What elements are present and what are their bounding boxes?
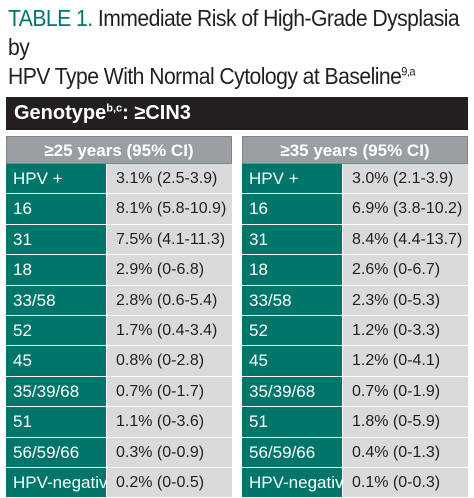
risk-value-cell: 3.0% (2.1-3.9) xyxy=(343,164,468,194)
table-row: 35/39/68 0.7% (0-1.7) xyxy=(6,376,232,408)
hpv-type-cell: HPV-negative xyxy=(242,467,343,498)
table-row: 45 0.8% (0-2.8) xyxy=(6,346,232,377)
risk-value-cell: 2.9% (0-6.8) xyxy=(107,255,232,285)
table-row: 51 1.8% (0-5.9) xyxy=(242,407,468,438)
genotype-label: Genotype xyxy=(14,102,107,124)
title-text-line1: Immediate Risk of High-Grade Dysplasia b… xyxy=(8,5,460,60)
risk-value-cell: 0.4% (0-1.3) xyxy=(343,437,468,467)
hpv-type-cell: 45 xyxy=(242,346,343,376)
table-row: 16 6.9% (3.8-10.2) xyxy=(242,194,468,225)
risk-value-cell: 7.5% (4.1-11.3) xyxy=(107,224,232,255)
column-header: ≥25 years (95% CI) xyxy=(6,136,232,164)
risk-value-cell: 1.7% (0.4-3.4) xyxy=(107,315,232,346)
title-text-line2: HPV Type With Normal Cytology at Baselin… xyxy=(8,63,402,89)
hpv-type-cell: 18 xyxy=(242,255,343,285)
hpv-type-cell: 35/39/68 xyxy=(6,376,107,407)
risk-value-cell: 0.3% (0-0.9) xyxy=(107,437,232,467)
risk-value-cell: 0.1% (0-0.3) xyxy=(343,467,468,498)
table-row: 35/39/68 0.7% (0-1.9) xyxy=(242,376,468,408)
hpv-type-cell: 56/59/66 xyxy=(242,437,343,467)
risk-value-cell: 0.7% (0-1.9) xyxy=(343,376,468,407)
table-rows: HPV +3.1% (2.5-3.9) 16 8.1% (5.8-10.9) 31 7.… xyxy=(6,164,232,498)
risk-value-cell: 8.4% (4.4-13.7) xyxy=(343,224,468,255)
risk-value-cell: 2.6% (0-6.7) xyxy=(343,255,468,285)
hpv-type-cell: 51 xyxy=(6,407,107,437)
table-row: 51 1.1% (0-3.6) xyxy=(6,407,232,438)
table-35-years: ≥35 years (95% CI) HPV +3.0% (2.1-3.9) 16… xyxy=(242,136,468,498)
hpv-type-cell: HPV-negative xyxy=(6,467,107,498)
genotype-suffix: : ≥CIN3 xyxy=(122,102,191,124)
table-row: HPV +3.0% (2.1-3.9) xyxy=(242,164,468,195)
risk-value-cell: 0.7% (0-1.7) xyxy=(107,376,232,407)
risk-value-cell: 2.8% (0.6-5.4) xyxy=(107,285,232,315)
genotype-footnote: b,c xyxy=(106,102,123,115)
table-label: TABLE 1. xyxy=(8,5,93,31)
hpv-type-cell: 51 xyxy=(242,407,343,437)
risk-value-cell: 1.8% (0-5.9) xyxy=(343,407,468,437)
tables-container: ≥25 years (95% CI) HPV +3.1% (2.5-3.9) 16… xyxy=(6,136,468,498)
table-row: HPV-negative 0.2% (0-0.5) xyxy=(6,467,232,498)
risk-value-cell: 1.2% (0-4.1) xyxy=(343,346,468,376)
table-row: 33/58 2.3% (0-5.3) xyxy=(242,285,468,316)
hpv-type-cell: 52 xyxy=(242,315,343,346)
table-title: TABLE 1. Immediate Risk of High-Grade Dy… xyxy=(8,4,468,91)
table-row: 16 8.1% (5.8-10.9) xyxy=(6,194,232,225)
hpv-type-cell: 33/58 xyxy=(6,285,107,315)
risk-value-cell: 3.1% (2.5-3.9) xyxy=(107,164,232,194)
table-25-years: ≥25 years (95% CI) HPV +3.1% (2.5-3.9) 16… xyxy=(6,136,232,498)
hpv-type-cell: 52 xyxy=(6,315,107,346)
hpv-type-cell: 18 xyxy=(6,255,107,285)
table-row: 52 1.7% (0.4-3.4) xyxy=(6,315,232,347)
column-header: ≥35 years (95% CI) xyxy=(242,136,468,164)
hpv-type-cell: 31 xyxy=(6,224,107,255)
hpv-type-cell: 31 xyxy=(242,224,343,255)
hpv-type-cell: 56/59/66 xyxy=(6,437,107,467)
hpv-type-cell: HPV + xyxy=(242,164,343,194)
risk-value-cell: 0.2% (0-0.5) xyxy=(107,467,232,498)
table-row: 45 1.2% (0-4.1) xyxy=(242,346,468,377)
table-rows: HPV +3.0% (2.1-3.9) 16 6.9% (3.8-10.2) 31 8.… xyxy=(242,164,468,498)
risk-value-cell: 1.2% (0-3.3) xyxy=(343,315,468,346)
table-row: 31 8.4% (4.4-13.7) xyxy=(242,224,468,256)
hpv-type-cell: 45 xyxy=(6,346,107,376)
title-footnote: 9,a xyxy=(401,64,415,79)
table-row: HPV-negative 0.1% (0-0.3) xyxy=(242,467,468,498)
table-row: 52 1.2% (0-3.3) xyxy=(242,315,468,347)
risk-value-cell: 8.1% (5.8-10.9) xyxy=(107,194,232,224)
risk-value-cell: 0.8% (0-2.8) xyxy=(107,346,232,376)
table-row: 33/58 2.8% (0.6-5.4) xyxy=(6,285,232,316)
risk-value-cell: 2.3% (0-5.3) xyxy=(343,285,468,315)
genotype-header-bar: Genotypeb,c: ≥CIN3 xyxy=(6,97,468,130)
risk-value-cell: 6.9% (3.8-10.2) xyxy=(343,194,468,224)
hpv-type-cell: 16 xyxy=(242,194,343,224)
hpv-type-cell: HPV + xyxy=(6,164,107,194)
risk-value-cell: 1.1% (0-3.6) xyxy=(107,407,232,437)
table-row: 56/59/66 0.4% (0-1.3) xyxy=(242,437,468,468)
table-row: HPV +3.1% (2.5-3.9) xyxy=(6,164,232,195)
table-row: 56/59/66 0.3% (0-0.9) xyxy=(6,437,232,468)
hpv-type-cell: 16 xyxy=(6,194,107,224)
document-page: TABLE 1. Immediate Risk of High-Grade Dy… xyxy=(6,4,468,498)
table-row: 18 2.6% (0-6.7) xyxy=(242,255,468,286)
hpv-type-cell: 35/39/68 xyxy=(242,376,343,407)
table-row: 31 7.5% (4.1-11.3) xyxy=(6,224,232,256)
hpv-type-cell: 33/58 xyxy=(242,285,343,315)
table-row: 18 2.9% (0-6.8) xyxy=(6,255,232,286)
